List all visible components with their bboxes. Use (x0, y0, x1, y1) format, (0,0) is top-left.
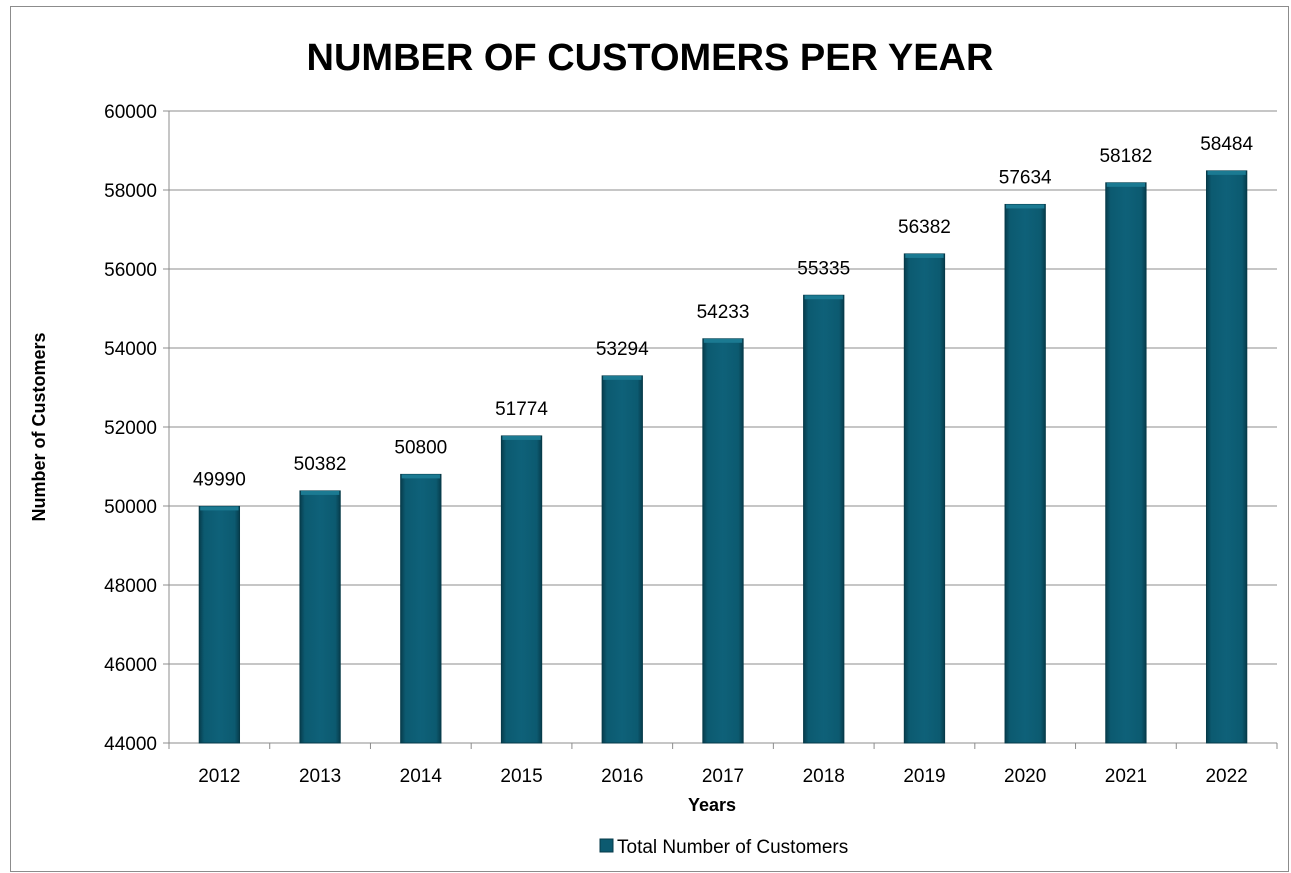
bar (500, 435, 543, 744)
x-tick-label: 2018 (803, 766, 845, 787)
bar (198, 505, 241, 744)
y-tick-label: 46000 (104, 655, 157, 676)
bar-top-bevel (1207, 170, 1246, 175)
bar-top-bevel (1006, 204, 1045, 209)
y-tick-label: 44000 (104, 734, 157, 755)
bar (400, 473, 442, 744)
y-tick-label: 50000 (104, 497, 157, 518)
bars (198, 170, 1248, 744)
bar (1205, 170, 1248, 744)
y-tick-label: 54000 (104, 339, 157, 360)
y-tick-label: 60000 (104, 102, 157, 123)
data-label: 53294 (596, 339, 649, 360)
data-label: 51774 (495, 399, 548, 420)
bar-top-bevel (401, 474, 440, 479)
data-label: 55335 (797, 258, 850, 279)
x-tick-label: 2021 (1105, 766, 1147, 787)
bar-body (1004, 203, 1046, 744)
x-tick-label: 2020 (1004, 766, 1046, 787)
data-label: 58484 (1200, 134, 1253, 155)
y-axis-title: Number of Customers (29, 332, 49, 521)
data-label: 49990 (193, 469, 246, 490)
x-tick-label: 2013 (299, 766, 341, 787)
x-tick-label: 2022 (1205, 766, 1247, 787)
bar-body (903, 253, 946, 744)
bar-top-bevel (200, 506, 239, 511)
data-label: 57634 (999, 167, 1052, 188)
bar-top-bevel (1106, 182, 1146, 187)
x-tick-label: 2016 (601, 766, 643, 787)
bar (1004, 203, 1046, 744)
bar-top-bevel (905, 253, 944, 258)
bar-body (601, 375, 643, 744)
bar (702, 338, 744, 744)
legend: Total Number of Customers (599, 837, 848, 858)
data-label: 58182 (1099, 146, 1152, 167)
bar (601, 375, 643, 744)
bar-body (500, 435, 543, 744)
x-tick-label: 2015 (500, 766, 542, 787)
bar-top-bevel (703, 338, 743, 343)
bar (1105, 182, 1147, 744)
bar-top-bevel (300, 490, 340, 495)
bar (299, 490, 341, 744)
data-label: 50800 (394, 437, 447, 458)
x-tick-label: 2012 (198, 766, 240, 787)
data-label: 54233 (697, 302, 750, 323)
bar-top-bevel (804, 295, 843, 300)
x-tick-label: 2014 (400, 766, 443, 787)
legend-swatch (599, 838, 614, 853)
bar-top-bevel (603, 375, 642, 380)
legend-label: Total Number of Customers (617, 837, 848, 858)
bar-top-bevel (502, 435, 541, 440)
y-tick-label: 56000 (104, 260, 157, 281)
x-tick-label: 2019 (903, 766, 945, 787)
data-label: 56382 (898, 217, 951, 238)
x-tick-label: 2017 (702, 766, 744, 787)
bar-body (1205, 170, 1248, 744)
y-tick-label: 52000 (104, 418, 157, 439)
bar-body (702, 338, 744, 744)
bar (903, 253, 946, 744)
y-axis-ticks: 44000 46000 48000 50000 52000 54000 56000 58000… (104, 102, 157, 755)
data-label: 50382 (294, 454, 347, 475)
y-tick-label: 48000 (104, 576, 157, 597)
x-axis-ticks: 2012 2013 2014 2015 2016 2017 2018 2019 2020 2021… (198, 766, 1248, 787)
data-labels: 49990 50382 50800 51774 53294 54233 55335 56382… (193, 134, 1254, 491)
bar-body (299, 490, 341, 744)
bar-body (198, 505, 241, 744)
x-axis-title: Years (688, 795, 736, 815)
chart-title: NUMBER OF CUSTOMERS PER YEAR (307, 37, 994, 79)
bar-body (1105, 182, 1147, 744)
bar-body (400, 473, 442, 744)
bar-body (803, 294, 845, 744)
y-tick-label: 58000 (104, 181, 157, 202)
bar (803, 294, 845, 744)
